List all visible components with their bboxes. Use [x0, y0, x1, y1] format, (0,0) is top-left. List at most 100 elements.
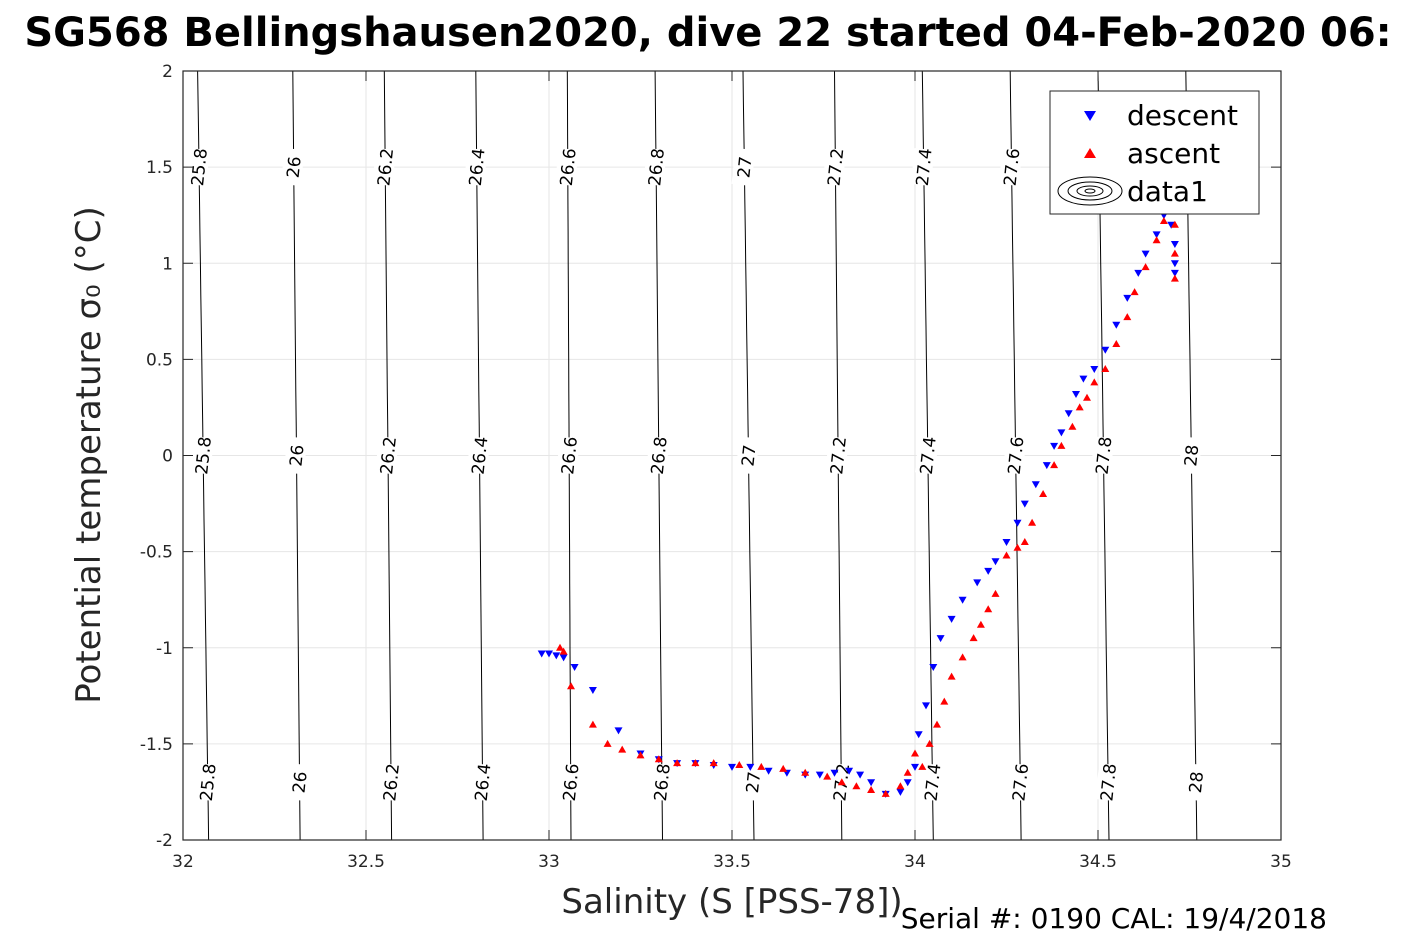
legend-entry-data1: data1 [1127, 175, 1208, 208]
ascent-point [940, 697, 949, 705]
descent-point [973, 579, 982, 587]
descent-point [896, 788, 905, 796]
ascent-point [801, 768, 810, 776]
contour-label: 26.6 [556, 436, 582, 475]
ascent-point [1152, 236, 1161, 244]
descent-point [1002, 539, 1011, 546]
ascent-point [1028, 518, 1037, 526]
ascent-point [603, 739, 612, 747]
x-tick-label: 32.5 [347, 852, 385, 872]
ascent-point [958, 653, 967, 661]
x-tick-label: 34.5 [1079, 852, 1117, 872]
descent-point [552, 652, 561, 660]
contour-label: 27.4 [910, 147, 937, 187]
descent-point [958, 596, 967, 604]
descent-point [830, 769, 839, 777]
chart-title: SG568 Bellingshausen2020, dive 22 starte… [24, 10, 1391, 56]
contour-label: 26.2 [378, 763, 404, 802]
contour-label-text: 28 [1181, 444, 1203, 468]
descent-point [545, 650, 553, 658]
descent-point [537, 650, 546, 658]
legend-entry-descent: descent [1127, 99, 1238, 132]
descent-point [1079, 375, 1088, 383]
contour-label-text: 27.6 [1009, 763, 1033, 803]
ascent-point [673, 759, 682, 767]
descent-point [1123, 294, 1132, 302]
y-tick-label: 1.5 [146, 158, 173, 178]
ascent-point [1112, 340, 1121, 347]
ascent-point [918, 762, 927, 770]
descent-point [1057, 429, 1066, 437]
descent-point [1072, 391, 1080, 398]
descent-point [947, 615, 956, 623]
ascent-point [1068, 422, 1077, 430]
ascent-point [1090, 378, 1099, 386]
descent-point [746, 763, 755, 771]
contour-label: 27.2 [822, 147, 848, 187]
descent-point [1167, 221, 1176, 229]
descent-point [1112, 321, 1121, 329]
ascent-point [757, 762, 766, 770]
x-tick-label: 32 [172, 852, 194, 872]
ascent-point [588, 720, 597, 728]
ascent-point [1141, 263, 1150, 271]
contour-label: 26 [280, 148, 306, 186]
ascent-point [984, 605, 993, 613]
contour-label-text: 27.4 [913, 147, 937, 187]
descent-point [1141, 250, 1150, 258]
y-tick-label: -0.5 [140, 543, 173, 563]
contour-label: 25.8 [194, 763, 221, 803]
ascent-point [991, 589, 1000, 597]
ascent-point [559, 647, 568, 655]
contour-label: 27.4 [914, 436, 941, 476]
ascent-point [1101, 365, 1110, 372]
contour-label-text: 27.4 [917, 436, 941, 476]
contour-label: 26.4 [466, 436, 492, 475]
descent-point [914, 731, 923, 739]
descent-point [922, 702, 930, 710]
contour-label: 26.6 [554, 147, 581, 187]
contour-label-text: 26 [290, 771, 312, 795]
ascent-point [969, 634, 978, 642]
descent-point [991, 558, 1000, 566]
descent-point [984, 567, 993, 575]
contour-label: 26.8 [645, 436, 672, 475]
ascent-point [823, 772, 832, 780]
contour-label-text: 27.8 [1093, 436, 1117, 476]
contour-label-text: 25.8 [197, 763, 221, 803]
y-axis-label: Potential temperature σ₀ (°C) [69, 206, 109, 704]
ascent-point [779, 764, 788, 772]
ascent-point [1013, 543, 1022, 551]
grid-lines [183, 71, 1281, 840]
contour-label-text: 26.4 [466, 147, 490, 187]
descent-point [1042, 462, 1051, 470]
legend-entry-ascent: ascent [1127, 137, 1220, 170]
contour-label-text: 28 [1186, 771, 1208, 795]
descent-point [588, 687, 597, 694]
contour-label: 27.2 [825, 436, 851, 475]
contour-label: 25.8 [190, 436, 216, 475]
descent-point [867, 779, 876, 787]
ascent-point [1170, 220, 1179, 228]
ascent-point [1123, 313, 1132, 321]
x-tick-label: 35 [1270, 852, 1292, 872]
contour-label: 26 [286, 763, 312, 802]
ascent-point [636, 751, 645, 759]
contour-label: 27.6 [998, 147, 1024, 187]
contour-label: 27.8 [1095, 763, 1121, 803]
contour-label-text: 27.4 [922, 763, 946, 803]
descent-point [1064, 410, 1073, 418]
contour-label: 26.2 [372, 147, 398, 187]
contour-label-text: 27.8 [1097, 763, 1121, 803]
descent-point [1013, 519, 1022, 527]
contour-label: 26.8 [643, 147, 669, 187]
descent-point [570, 664, 579, 671]
ascent-point [1039, 490, 1048, 497]
data-series [537, 201, 1179, 798]
contour-label: 27.6 [1002, 436, 1029, 475]
ascent-point [925, 739, 934, 747]
ascent-point [852, 782, 861, 790]
y-tick-label: -2 [156, 831, 173, 851]
contour-label-text: 26.6 [560, 763, 584, 803]
